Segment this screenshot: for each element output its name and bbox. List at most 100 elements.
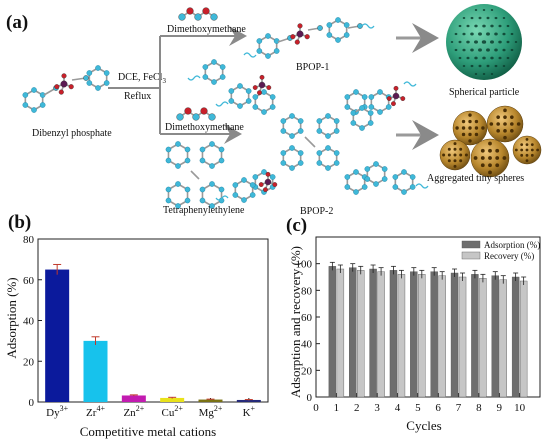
- panel-b-xtick-label: Cu2+: [161, 404, 183, 419]
- carbon-atom: [289, 133, 295, 139]
- panel-c-xtick-label: 8: [476, 402, 482, 414]
- carbon-atom: [184, 157, 191, 164]
- panel-c-adsorption-bar: [430, 271, 438, 398]
- carbon-atom: [357, 23, 363, 29]
- carbon-atom: [335, 17, 341, 23]
- product-bottom-label: BPOP-2: [300, 206, 333, 217]
- carbon-atom: [199, 186, 206, 193]
- carbon-atom: [219, 74, 226, 80]
- panel-c-adsorption-bar: [389, 270, 398, 398]
- carbon-atom: [297, 128, 304, 134]
- carbon-atom: [364, 166, 371, 172]
- carbon-atom: [381, 166, 388, 172]
- carbon-atom: [199, 197, 206, 204]
- carbon-atom: [353, 169, 359, 175]
- carbon-atom: [218, 186, 225, 193]
- oxygen-atom: [259, 74, 265, 80]
- carbon-atom: [261, 89, 267, 95]
- panel-c-xtick-label: 4: [395, 402, 401, 414]
- panel-b-xtick-label: Zn2+: [123, 404, 144, 419]
- carbon-atom: [208, 113, 216, 121]
- carbon-atom: [317, 25, 323, 31]
- carbon-atom: [31, 107, 37, 113]
- carbon-atom: [175, 203, 181, 209]
- panel-c-legend-swatch: [461, 240, 481, 249]
- panel-b-axes: 0 20 40 60 80 Dy3+ Zr4+ Zn2+ Cu2+ Mg2+ K+: [23, 234, 269, 419]
- panel-c-recovery-bar: [438, 275, 446, 398]
- linker-bottom-label: Tetraphenylethylene: [163, 205, 245, 216]
- carbon-atom: [237, 83, 243, 89]
- panel-c-xtick-label: 7: [456, 402, 462, 414]
- carbon-atom: [343, 32, 350, 38]
- carbon-atom: [256, 48, 263, 54]
- carbon-atom: [265, 33, 271, 39]
- carbon-atom: [95, 85, 101, 91]
- carbon-atom: [280, 160, 287, 166]
- carbon-atom: [289, 165, 295, 171]
- panel-b-ytick-label: 40: [23, 316, 35, 328]
- oxygen-atom: [400, 96, 406, 101]
- oxygen-atom: [265, 171, 271, 177]
- panel-b-chart: (b) Adsorption (%) Competitive metal cat…: [4, 212, 269, 439]
- carbon-atom: [344, 174, 351, 180]
- carbon-atom: [165, 157, 172, 164]
- carbon-atom: [95, 65, 101, 71]
- oxygen-atom: [290, 34, 296, 40]
- carbon-atom: [350, 120, 357, 126]
- panel-c-xtick-label: 5: [415, 402, 421, 414]
- panel-c-bars: [328, 261, 528, 398]
- carbon-atom: [373, 161, 379, 167]
- carbon-atom: [377, 89, 383, 95]
- panel-b-xtick-label: Zr4+: [86, 404, 105, 419]
- carbon-atom: [353, 89, 359, 95]
- panel-c-recovery-bar: [397, 274, 406, 398]
- panel-b-ytick-label: 20: [23, 356, 35, 368]
- carbon-atom: [325, 145, 331, 151]
- carbon-atom: [325, 113, 331, 119]
- carbon-atom: [343, 22, 350, 28]
- panel-c-recovery-bar: [418, 274, 426, 398]
- panel-b-ytick-label: 80: [23, 234, 35, 246]
- carbon-atom: [210, 13, 218, 21]
- carbon-atom: [202, 64, 209, 70]
- panel-c-ylabel: Adsorption and recovery (%): [288, 246, 303, 398]
- carbon-atom: [245, 98, 252, 104]
- carbon-atom: [297, 160, 304, 166]
- carbon-atom: [280, 150, 287, 156]
- carbon-atom: [401, 169, 407, 175]
- carbon-atom: [289, 113, 295, 119]
- carbon-atom: [269, 174, 276, 180]
- dimethoxymethane-molecule-bottom: [176, 107, 216, 121]
- conditions-line1: DCE, FeCl3: [118, 72, 166, 85]
- carbon-atom: [344, 104, 351, 110]
- carbon-atom: [232, 192, 239, 198]
- panel-c-recovery-bar: [519, 280, 528, 398]
- panel-c-xtick-label: 6: [435, 402, 441, 414]
- carbon-atom: [228, 88, 235, 94]
- carbon-atom: [409, 174, 416, 180]
- carbon-atom: [326, 22, 333, 28]
- carbon-atom: [83, 75, 89, 81]
- carbon-atom: [392, 174, 399, 180]
- carbon-atom: [361, 94, 368, 100]
- carbon-atom: [368, 94, 375, 100]
- oxygen-atom: [258, 182, 264, 187]
- carbon-atom: [165, 146, 172, 153]
- carbon-atom: [178, 13, 186, 21]
- oxygen-atom: [294, 39, 300, 45]
- panel-b-ylabel: Adsorption (%): [4, 277, 19, 358]
- carbon-atom: [297, 150, 304, 156]
- carbon-atom: [368, 104, 375, 110]
- dibenzyl-phosphate-molecule: [22, 65, 110, 113]
- carbon-atom: [31, 87, 37, 93]
- carbon-atom: [333, 128, 340, 134]
- carbon-atom: [280, 118, 287, 124]
- carbon-atom: [209, 141, 215, 147]
- panel-c-ytick-label: 40: [301, 339, 313, 351]
- panel-b-bar: [121, 395, 146, 402]
- product-top-label: BPOP-1: [296, 62, 329, 73]
- oxygen-atom: [257, 90, 262, 96]
- panel-c-adsorption-bar: [349, 267, 357, 398]
- panel-c-recovery-bar: [357, 270, 365, 398]
- dimethoxymethane-molecule-top: [178, 7, 218, 21]
